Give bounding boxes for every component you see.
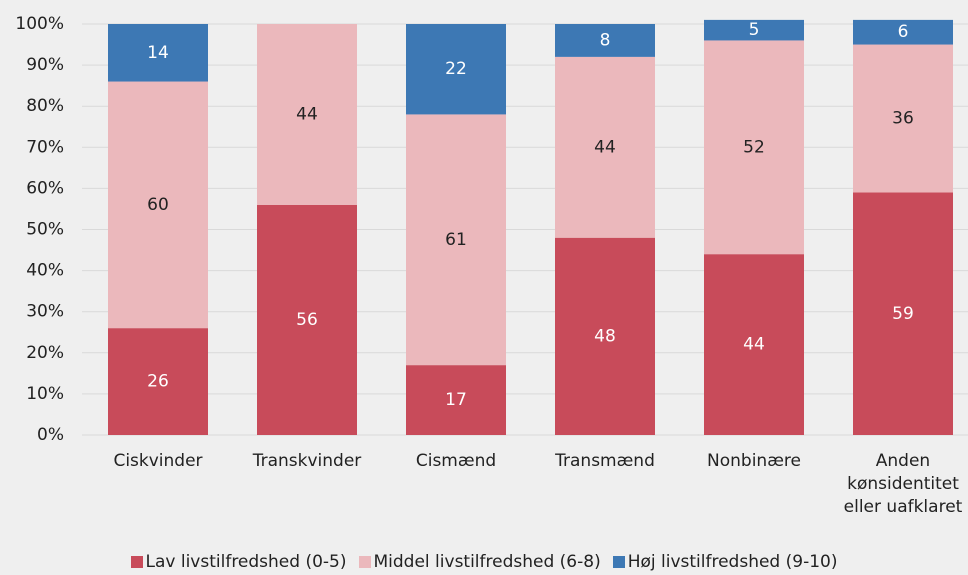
- y-tick-label: 80%: [26, 96, 64, 116]
- legend-swatch: [130, 556, 143, 568]
- bar-segment: [108, 24, 208, 82]
- value-label: 60: [147, 195, 169, 215]
- legend-swatch: [612, 556, 625, 568]
- bar-segment: [108, 81, 208, 329]
- y-tick-label: 100%: [15, 14, 64, 34]
- y-tick-label: 60%: [26, 178, 64, 198]
- y-tick-label: 0%: [37, 425, 64, 445]
- bar-segment: [406, 24, 506, 115]
- bar-segment: [853, 192, 953, 435]
- legend-item: Lav livstilfredshed (0-5): [130, 552, 347, 572]
- bar-segment: [406, 365, 506, 435]
- bar-segment: [406, 114, 506, 366]
- x-tick-label: Anden kønsidentitet eller uafklaret: [843, 451, 963, 517]
- bar-segment: [257, 24, 357, 205]
- value-label: 44: [743, 335, 765, 355]
- y-tick-label: 30%: [26, 302, 64, 322]
- legend-item: Høj livstilfredshed (9-10): [612, 552, 838, 572]
- bar-segment: [257, 204, 357, 435]
- bar-segment: [555, 56, 655, 238]
- x-tick-label: Cismænd: [415, 451, 497, 471]
- value-label: 61: [445, 230, 467, 250]
- y-tick-label: 40%: [26, 261, 64, 281]
- legend-label: Høj livstilfredshed (9-10): [627, 552, 838, 572]
- bar-segment: [704, 19, 804, 41]
- value-label: 14: [147, 43, 169, 63]
- y-tick-label: 50%: [26, 220, 64, 240]
- y-tick-label: 90%: [26, 55, 64, 75]
- value-label: 22: [445, 59, 467, 79]
- bar-segment: [704, 40, 804, 255]
- value-label: 17: [445, 390, 467, 410]
- bar-segment: [555, 24, 655, 57]
- legend-label: Middel livstilfredshed (6-8): [373, 552, 601, 572]
- value-label: 36: [892, 109, 914, 129]
- x-tick-label: Transmænd: [555, 451, 655, 471]
- x-tick-label: Transkvinder: [252, 451, 362, 471]
- value-label: 8: [600, 30, 611, 50]
- y-tick-label: 10%: [26, 384, 64, 404]
- legend: Lav livstilfredshed (0-5) Middel livstilf…: [0, 552, 968, 572]
- value-label: 56: [296, 310, 318, 330]
- value-label: 26: [147, 372, 169, 392]
- value-label: 5: [749, 20, 760, 40]
- bar-segment: [704, 254, 804, 435]
- y-tick-label: 20%: [26, 343, 64, 363]
- value-label: 52: [743, 137, 765, 157]
- x-tick-label: Ciskvinder: [113, 451, 203, 471]
- legend-swatch: [358, 556, 371, 568]
- value-label: 48: [594, 326, 616, 346]
- value-label: 59: [892, 304, 914, 324]
- bar-segment: [853, 44, 953, 193]
- value-label: 44: [296, 104, 318, 124]
- bar-segment: [108, 328, 208, 435]
- legend-item: Middel livstilfredshed (6-8): [358, 552, 601, 572]
- y-tick-label: 70%: [26, 137, 64, 157]
- legend-label: Lav livstilfredshed (0-5): [145, 552, 347, 572]
- value-label: 44: [594, 137, 616, 157]
- bar-segment: [555, 237, 655, 435]
- bar-segment: [853, 19, 953, 45]
- x-tick-label: Nonbinære: [707, 451, 801, 471]
- value-label: 6: [898, 22, 909, 42]
